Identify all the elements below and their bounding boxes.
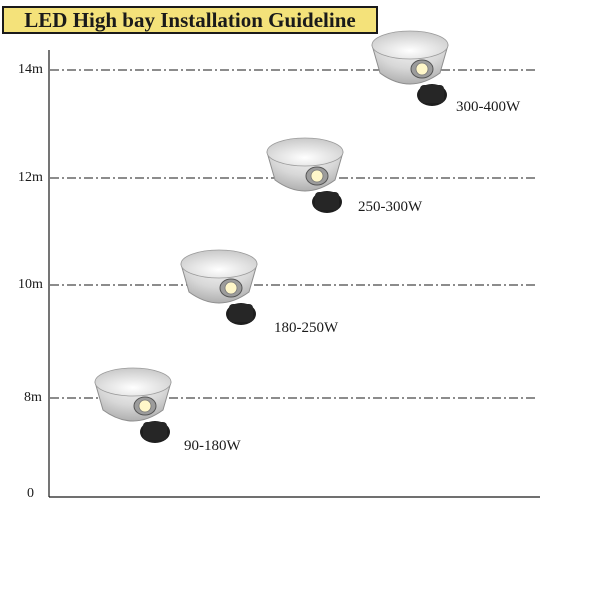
high-bay-lamp-icon	[266, 137, 344, 213]
wattage-label-90-180w: 90-180W	[184, 438, 241, 454]
axis-label-8m: 8m	[24, 390, 42, 405]
high-bay-lamp-icon	[94, 367, 172, 443]
axis-label-10m: 10m	[18, 277, 43, 292]
title-banner: LED High bay Installation Guideline	[2, 6, 378, 34]
axis-label-14m: 14m	[18, 62, 43, 77]
page-title: LED High bay Installation Guideline	[24, 7, 356, 32]
axis-label-0: 0	[27, 486, 34, 501]
axis-label-12m: 12m	[18, 170, 43, 185]
wattage-label-300-400w: 300-400W	[456, 99, 521, 115]
wattage-label-180-250w: 180-250W	[274, 320, 339, 336]
wattage-label-250-300w: 250-300W	[358, 199, 423, 215]
high-bay-lamp-icon	[180, 249, 258, 325]
high-bay-lamp-icon	[371, 30, 449, 106]
